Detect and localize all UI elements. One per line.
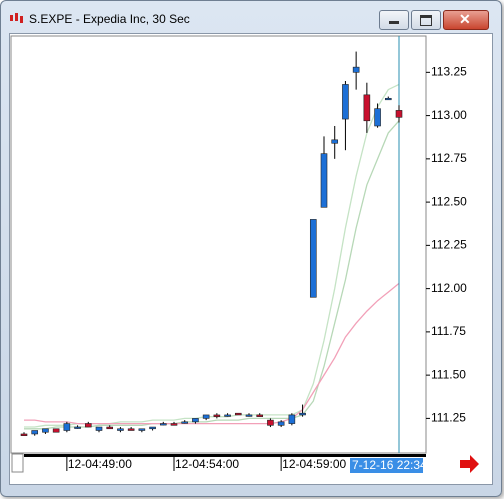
candle-body bbox=[106, 426, 114, 430]
candle-body bbox=[202, 414, 210, 419]
candle-body bbox=[309, 219, 317, 298]
moving-average-line bbox=[24, 282, 400, 425]
y-tick-label: 111.50 bbox=[431, 367, 466, 381]
x-tick-label: 12-04:54:00 bbox=[175, 457, 239, 471]
candle-body bbox=[267, 419, 274, 426]
candle-body bbox=[331, 139, 339, 144]
candle-body bbox=[342, 84, 349, 120]
candle-body bbox=[352, 66, 360, 73]
candle-body bbox=[42, 428, 49, 433]
candle-body bbox=[84, 423, 92, 428]
candle-body bbox=[395, 110, 403, 118]
x-tick-label: 12-04:59:00 bbox=[282, 457, 346, 471]
candle-body bbox=[299, 412, 306, 416]
candle-body bbox=[159, 423, 167, 426]
candle-body bbox=[213, 414, 221, 417]
app-icon bbox=[10, 13, 23, 23]
candle-body bbox=[138, 428, 146, 431]
candle-body bbox=[149, 426, 156, 430]
candle-body bbox=[234, 412, 242, 416]
candle-body bbox=[31, 430, 39, 435]
moving-average-line bbox=[24, 83, 400, 428]
candle-body bbox=[374, 108, 381, 127]
y-tick-label: 113.25 bbox=[431, 65, 467, 79]
candle-body bbox=[95, 426, 103, 431]
y-tick-label: 111.25 bbox=[431, 411, 466, 425]
candle-body bbox=[363, 94, 371, 122]
y-tick-label: 112.00 bbox=[431, 281, 467, 295]
y-tick-label: 111.75 bbox=[431, 324, 466, 338]
minimize-button[interactable] bbox=[379, 10, 409, 30]
candle-body bbox=[384, 97, 392, 101]
candle-body bbox=[320, 153, 328, 208]
candle-body bbox=[52, 428, 60, 433]
y-tick-label: 112.50 bbox=[431, 194, 467, 208]
candle-body bbox=[245, 414, 253, 417]
candle-body bbox=[181, 421, 189, 424]
candle-body bbox=[20, 433, 28, 436]
candle-body bbox=[63, 423, 71, 431]
candle-body bbox=[224, 414, 231, 417]
x-tick-label: 12-04:49:00 bbox=[68, 457, 132, 471]
maximize-button[interactable] bbox=[411, 10, 441, 30]
y-tick-label: 112.25 bbox=[431, 238, 467, 252]
x-axis-bar bbox=[24, 454, 426, 457]
scroll-box bbox=[11, 453, 24, 473]
moving-average-line bbox=[24, 120, 400, 430]
client-area: 111.25 111.50 111.75 112.00 112.25 112.50 112.… bbox=[9, 33, 493, 485]
candle-body bbox=[277, 421, 285, 426]
cursor-label: 7-12-16 22:34:00 bbox=[352, 458, 444, 472]
candle-body bbox=[256, 414, 264, 417]
title-bar: S.EXPE - Expedia Inc, 30 Sec ✕ bbox=[1, 1, 501, 33]
y-tick-label: 113.00 bbox=[431, 108, 467, 122]
plot-border bbox=[10, 35, 427, 454]
cursor-label-bg bbox=[350, 458, 423, 473]
candle-body bbox=[288, 414, 296, 424]
candle-body bbox=[170, 423, 178, 426]
scroll-arrow[interactable] bbox=[460, 455, 479, 473]
candle-body bbox=[127, 428, 135, 431]
window-title: S.EXPE - Expedia Inc, 30 Sec bbox=[29, 12, 190, 26]
chart: 111.25 111.50 111.75 112.00 112.25 112.50 112.… bbox=[10, 35, 479, 473]
candle-body bbox=[192, 418, 199, 423]
candle-body bbox=[74, 426, 81, 429]
y-tick-label: 112.75 bbox=[431, 151, 467, 165]
candle-body bbox=[117, 428, 124, 431]
close-button[interactable]: ✕ bbox=[443, 10, 489, 30]
